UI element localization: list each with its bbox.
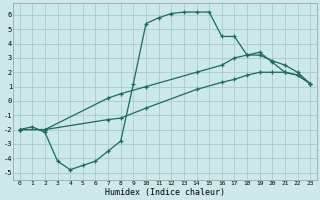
X-axis label: Humidex (Indice chaleur): Humidex (Indice chaleur) [105, 188, 225, 197]
